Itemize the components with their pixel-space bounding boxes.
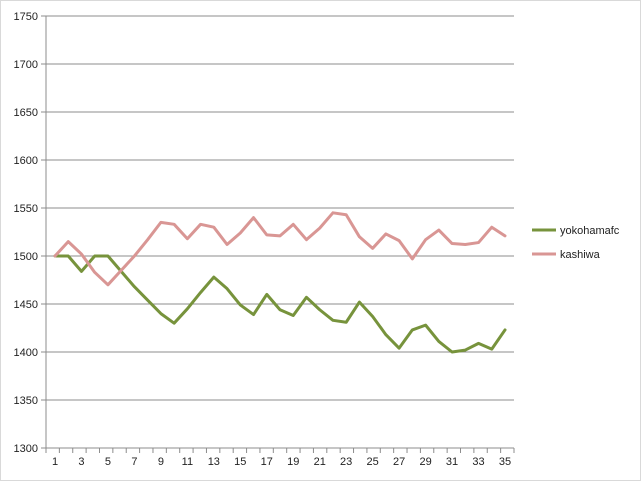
x-tick-label: 31 xyxy=(446,456,458,468)
series-lines xyxy=(53,211,507,354)
x-tick-label: 33 xyxy=(472,456,484,468)
gridlines xyxy=(46,15,514,401)
x-tick-label: 9 xyxy=(158,456,164,468)
series-line-kashiwa xyxy=(53,211,507,287)
x-tick-label: 25 xyxy=(367,456,379,468)
x-tick-label: 21 xyxy=(314,456,326,468)
y-tick-labels: 1300 1350 1400 1450 1500 1550 1600 1650 1700 1750 xyxy=(14,11,38,455)
y-tick-label: 1300 xyxy=(14,443,38,455)
legend-label-yokohamafc: yokohamafc xyxy=(560,225,620,237)
series-line-yokohamafc xyxy=(53,254,507,354)
y-tick-label: 1550 xyxy=(14,203,38,215)
x-tick-label: 13 xyxy=(208,456,220,468)
x-tick-label: 35 xyxy=(499,456,511,468)
x-tick-label: 29 xyxy=(419,456,431,468)
y-tick-label: 1600 xyxy=(14,155,38,167)
x-tick-label: 1 xyxy=(52,456,58,468)
y-tick-label: 1400 xyxy=(14,347,38,359)
y-tick-label: 1700 xyxy=(14,59,38,71)
y-tick-label: 1500 xyxy=(14,251,38,263)
axes xyxy=(41,15,515,453)
x-tick-label: 15 xyxy=(234,456,246,468)
x-tick-label: 19 xyxy=(287,456,299,468)
x-tick-label: 3 xyxy=(78,456,84,468)
x-tick-label: 23 xyxy=(340,456,352,468)
x-tick-labels: 1 3 5 7 9 11 13 15 17 19 21 23 25 27 29 31 33 35 xyxy=(52,456,511,468)
x-tick-label: 11 xyxy=(182,456,193,468)
x-tick-label: 7 xyxy=(131,456,137,468)
y-tick-label: 1450 xyxy=(14,299,38,311)
x-tick-label: 27 xyxy=(393,456,405,468)
x-tick-label: 17 xyxy=(261,456,273,468)
x-tick-label: 5 xyxy=(105,456,111,468)
y-tick-label: 1650 xyxy=(14,107,38,119)
y-tick-label: 1750 xyxy=(14,11,38,23)
legend: yokohamafc kashiwa xyxy=(532,225,620,261)
legend-label-kashiwa: kashiwa xyxy=(560,249,601,261)
y-tick-label: 1350 xyxy=(14,395,38,407)
